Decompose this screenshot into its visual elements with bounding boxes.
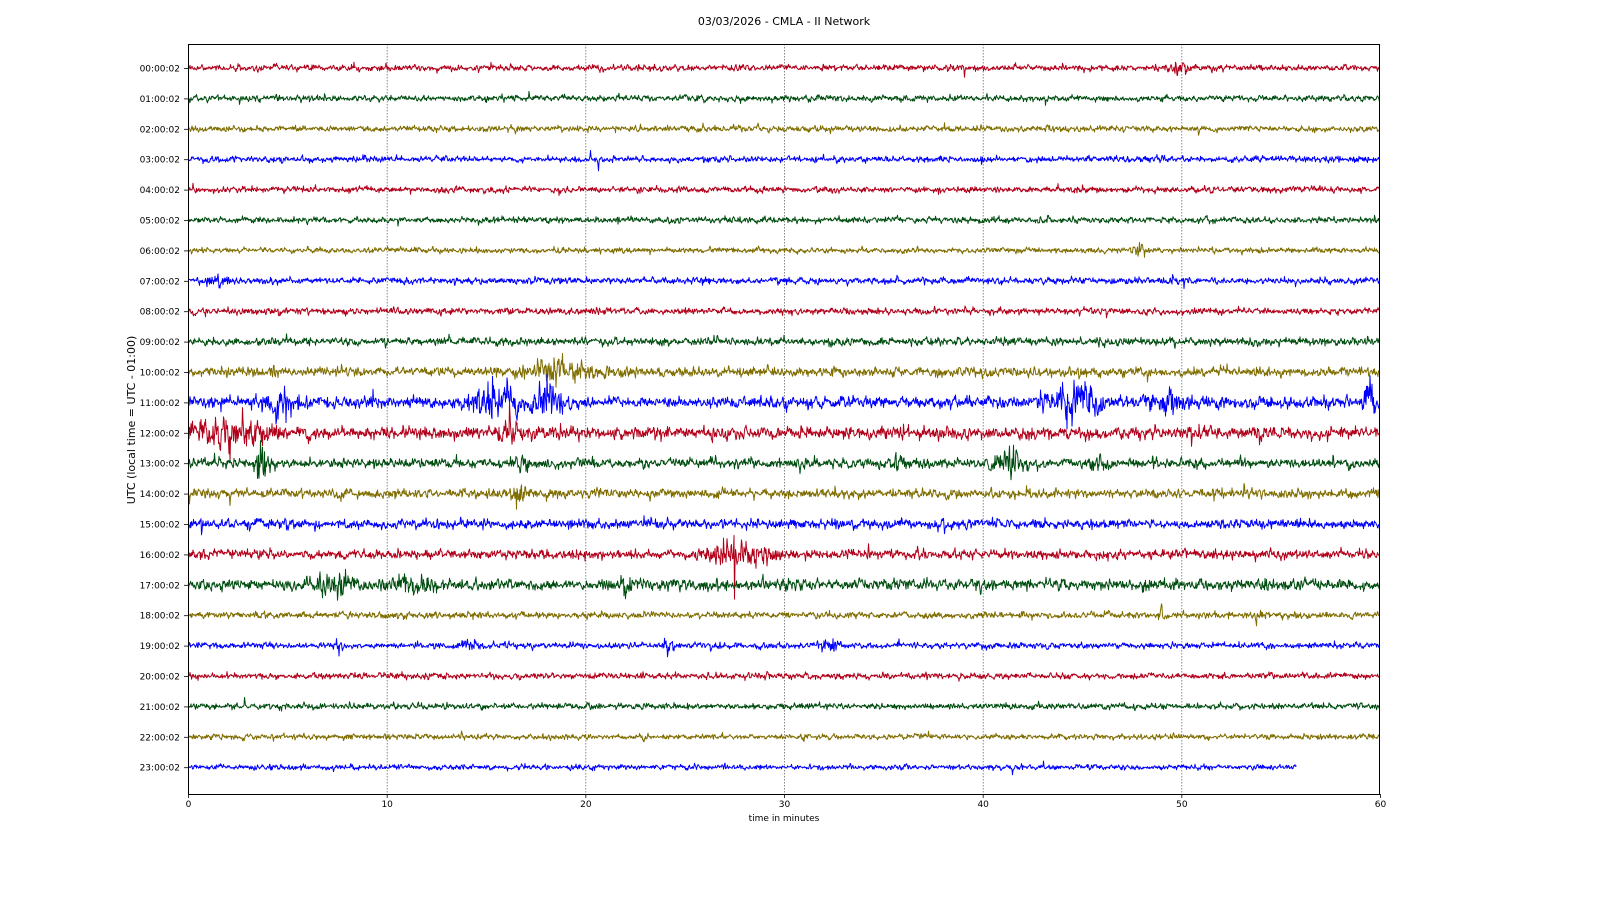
trace-16-00-02 xyxy=(188,535,1380,600)
y-tick-label: 16:00:02 xyxy=(140,551,180,561)
trace-18-00-02 xyxy=(188,603,1380,627)
x-tick-label: 0 xyxy=(186,800,192,810)
x-tick-label: 20 xyxy=(580,800,592,810)
x-tick-label: 30 xyxy=(779,800,791,810)
trace-12-00-02 xyxy=(188,401,1380,462)
y-tick-label: 00:00:02 xyxy=(140,65,180,75)
y-tick-label: 07:00:02 xyxy=(140,277,180,287)
x-tick-label: 50 xyxy=(1176,800,1188,810)
trace-17-00-02 xyxy=(188,568,1380,601)
trace-11-00-02 xyxy=(188,373,1380,430)
x-tick-label: 60 xyxy=(1375,800,1387,810)
trace-02-00-02 xyxy=(188,122,1380,136)
seismic-traces xyxy=(188,61,1380,776)
y-tick-label: 20:00:02 xyxy=(140,673,180,683)
trace-00-00-02 xyxy=(188,61,1380,78)
y-tick-label: 14:00:02 xyxy=(140,490,180,500)
y-tick-label: 17:00:02 xyxy=(140,581,180,591)
y-tick-label: 09:00:02 xyxy=(140,338,180,348)
y-tick-label: 02:00:02 xyxy=(140,125,180,135)
y-tick-label: 12:00:02 xyxy=(140,429,180,439)
y-tick-label: 15:00:02 xyxy=(140,521,180,531)
trace-06-00-02 xyxy=(188,241,1380,258)
y-tick-label: 06:00:02 xyxy=(140,247,180,257)
plot-frame xyxy=(188,44,1380,795)
y-tick-label: 18:00:02 xyxy=(140,612,180,622)
trace-21-00-02 xyxy=(188,697,1380,712)
trace-22-00-02 xyxy=(188,730,1380,743)
trace-10-00-02 xyxy=(188,353,1380,388)
trace-23-00-02 xyxy=(188,760,1297,776)
x-tick-label: 10 xyxy=(381,800,393,810)
trace-09-00-02 xyxy=(188,333,1380,349)
trace-01-00-02 xyxy=(188,90,1380,106)
y-tick-label: 22:00:02 xyxy=(140,733,180,743)
trace-04-00-02 xyxy=(188,182,1380,196)
trace-07-00-02 xyxy=(188,273,1380,289)
y-tick-label: 08:00:02 xyxy=(140,308,180,318)
chart-title: 03/03/2026 - CMLA - II Network xyxy=(698,15,871,28)
trace-08-00-02 xyxy=(188,305,1380,319)
y-tick-label: 13:00:02 xyxy=(140,460,180,470)
trace-14-00-02 xyxy=(188,483,1380,510)
y-tick-label: 10:00:02 xyxy=(140,369,180,379)
x-axis: 0 10 20 30 40 50 60 xyxy=(186,794,1387,810)
y-tick-label: 21:00:02 xyxy=(140,703,180,713)
y-tick-label: 01:00:02 xyxy=(140,95,180,105)
trace-19-00-02 xyxy=(188,637,1380,658)
x-axis-label: time in minutes xyxy=(749,814,820,824)
y-axis-label: UTC (local time = UTC - 01:00) xyxy=(125,336,138,505)
trace-15-00-02 xyxy=(188,515,1380,536)
x-tick-label: 40 xyxy=(977,800,989,810)
trace-05-00-02 xyxy=(188,214,1380,227)
y-tick-label: 04:00:02 xyxy=(140,186,180,196)
trace-13-00-02 xyxy=(188,440,1380,481)
y-tick-label: 03:00:02 xyxy=(140,156,180,166)
trace-03-00-02 xyxy=(188,150,1380,172)
y-tick-label: 23:00:02 xyxy=(140,764,180,774)
y-tick-label: 05:00:02 xyxy=(140,217,180,227)
grid-lines xyxy=(386,44,1183,794)
y-tick-label: 11:00:02 xyxy=(140,399,180,409)
trace-20-00-02 xyxy=(188,670,1380,682)
y-tick-label: 19:00:02 xyxy=(140,642,180,652)
y-axis: 00:00:02 01:00:02 02:00:02 03:00:02 04:00:02… xyxy=(140,65,188,774)
